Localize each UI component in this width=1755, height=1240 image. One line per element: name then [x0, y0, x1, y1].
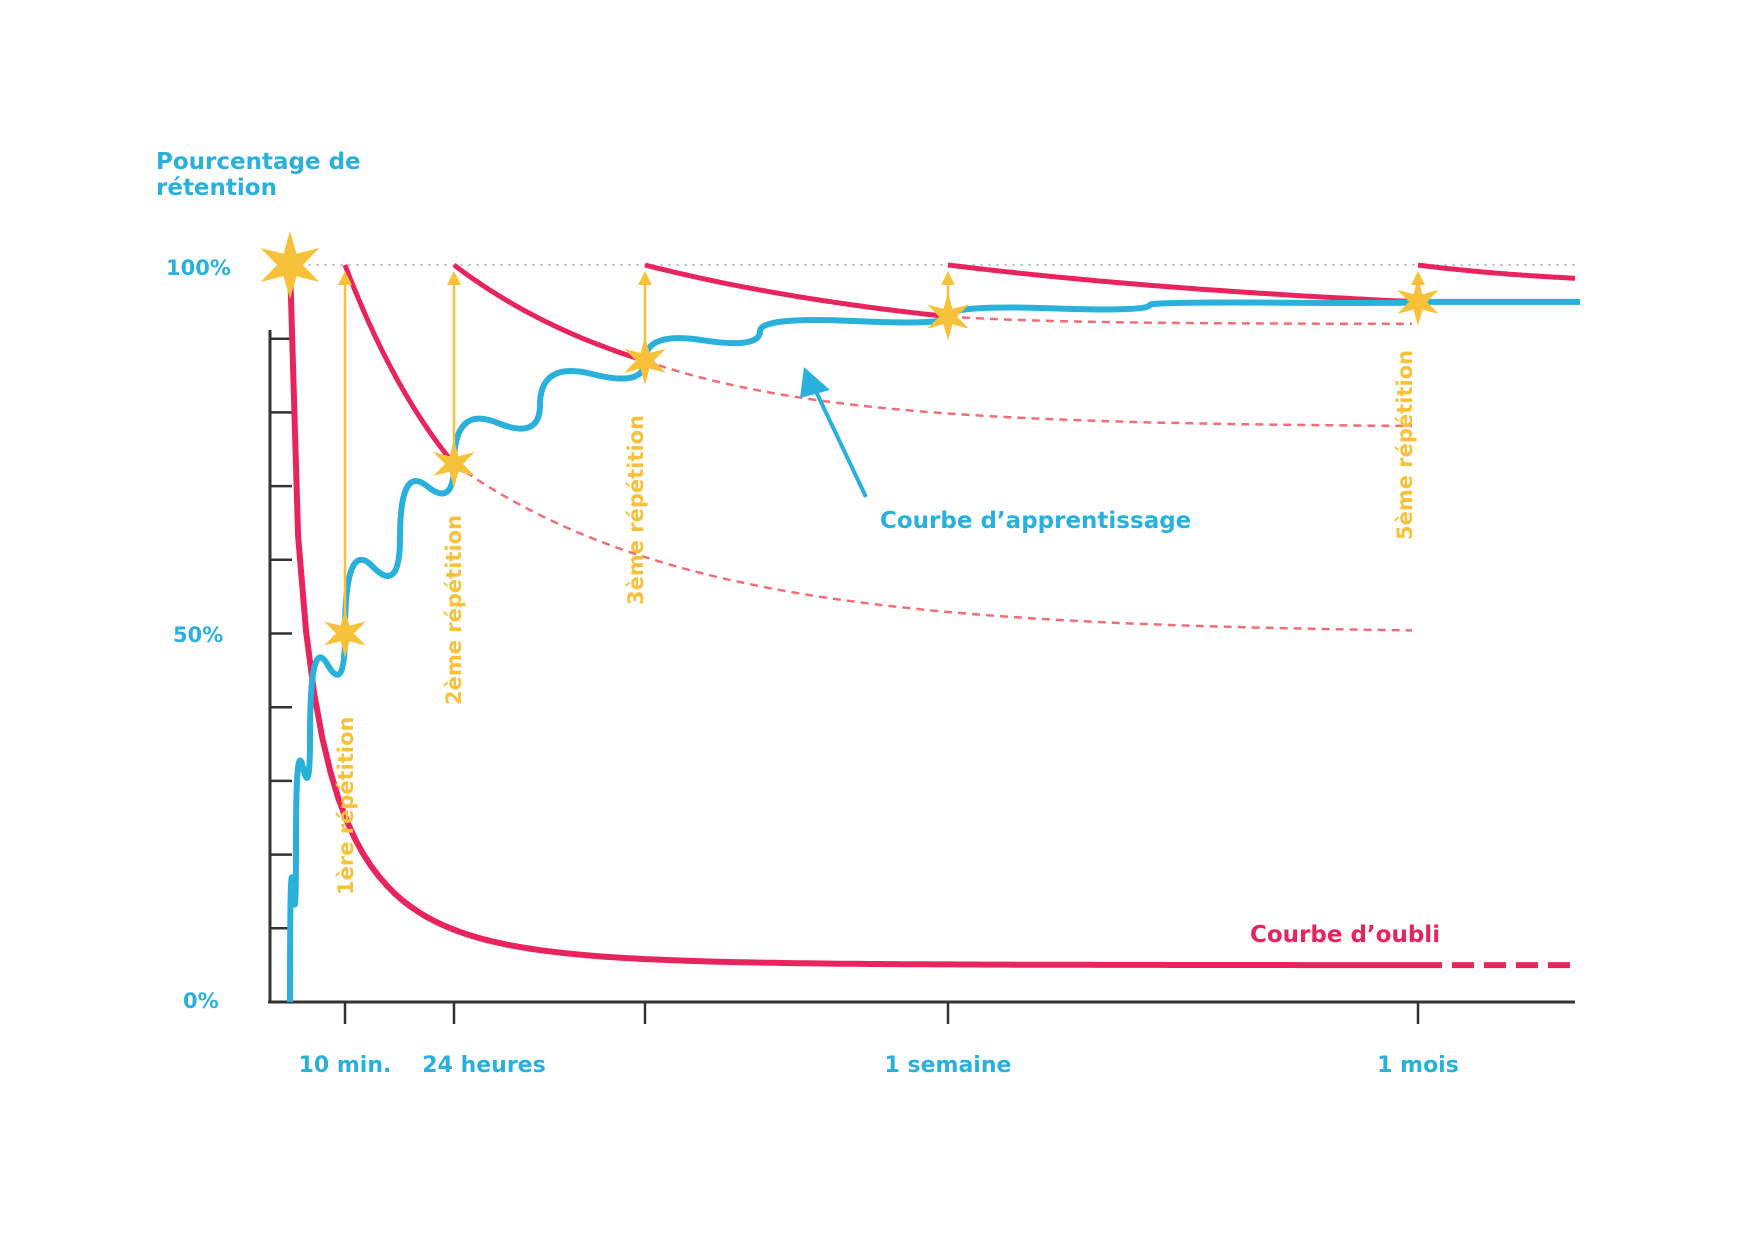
repetition-label-5: 5ème répétition — [1393, 350, 1417, 540]
repetition-star-2 — [433, 440, 475, 488]
repetition-label-1: 1ère répétition — [334, 717, 358, 896]
repetition-star-5 — [1397, 277, 1439, 326]
y-tick-label-0: 0% — [183, 989, 219, 1013]
repetition-label-2: 2ème répétition — [442, 515, 466, 705]
forgetting-curve-segment-1 — [342, 264, 456, 466]
repetition-stars — [260, 231, 1439, 658]
forgetting-curve-label: Courbe d’oubli — [1250, 922, 1440, 948]
learning-curve — [287, 298, 1580, 1003]
x-axis-ticks — [343, 1002, 1420, 1024]
forgetting-curve-segment-4 — [947, 262, 1419, 305]
dashed-decay-3 — [947, 315, 1412, 326]
forgetting-curve-main — [287, 264, 1420, 969]
repetition-label-3: 3ème répétition — [624, 415, 648, 605]
y-axis-label-line2: rétention — [156, 175, 277, 201]
learning-curve-pointer — [810, 382, 868, 498]
dashed-decay-2 — [644, 359, 1412, 428]
y-tick-label-100: 100% — [166, 256, 231, 280]
x-tick-label-1month: 1 mois — [1377, 1053, 1459, 1078]
y-axis-ticks — [270, 337, 292, 930]
y-axis-label: Pourcentage de — [156, 149, 361, 175]
repetition-star-4 — [927, 292, 969, 341]
x-tick-label-10min: 10 min. — [299, 1053, 392, 1078]
repetition-star-3 — [624, 336, 666, 385]
start-star — [260, 231, 320, 299]
repetition-arrows — [338, 271, 1425, 634]
forgetting-curve-segment-2 — [452, 263, 646, 364]
repetition-arrowhead-4 — [941, 271, 955, 285]
x-tick-label-1week: 1 semaine — [885, 1053, 1012, 1078]
forgetting-curves — [287, 262, 1576, 969]
y-tick-label-50: 50% — [173, 623, 223, 647]
learning-curve-label: Courbe d’apprentissage — [880, 508, 1191, 534]
repetition-arrowhead-2 — [447, 271, 461, 285]
repetition-arrowhead-3 — [638, 271, 652, 285]
dashed-decay-curves — [453, 315, 1413, 632]
dashed-decay-1 — [453, 462, 1413, 632]
x-tick-label-24h: 24 heures — [422, 1053, 545, 1078]
forgetting-curve-segment-5 — [1417, 262, 1576, 281]
repetition-star-1 — [324, 609, 366, 658]
repetition-arrowhead-1 — [338, 271, 352, 285]
forgetting-curve-segment-3 — [644, 262, 949, 320]
learning-curve-pointer-head — [800, 367, 830, 398]
